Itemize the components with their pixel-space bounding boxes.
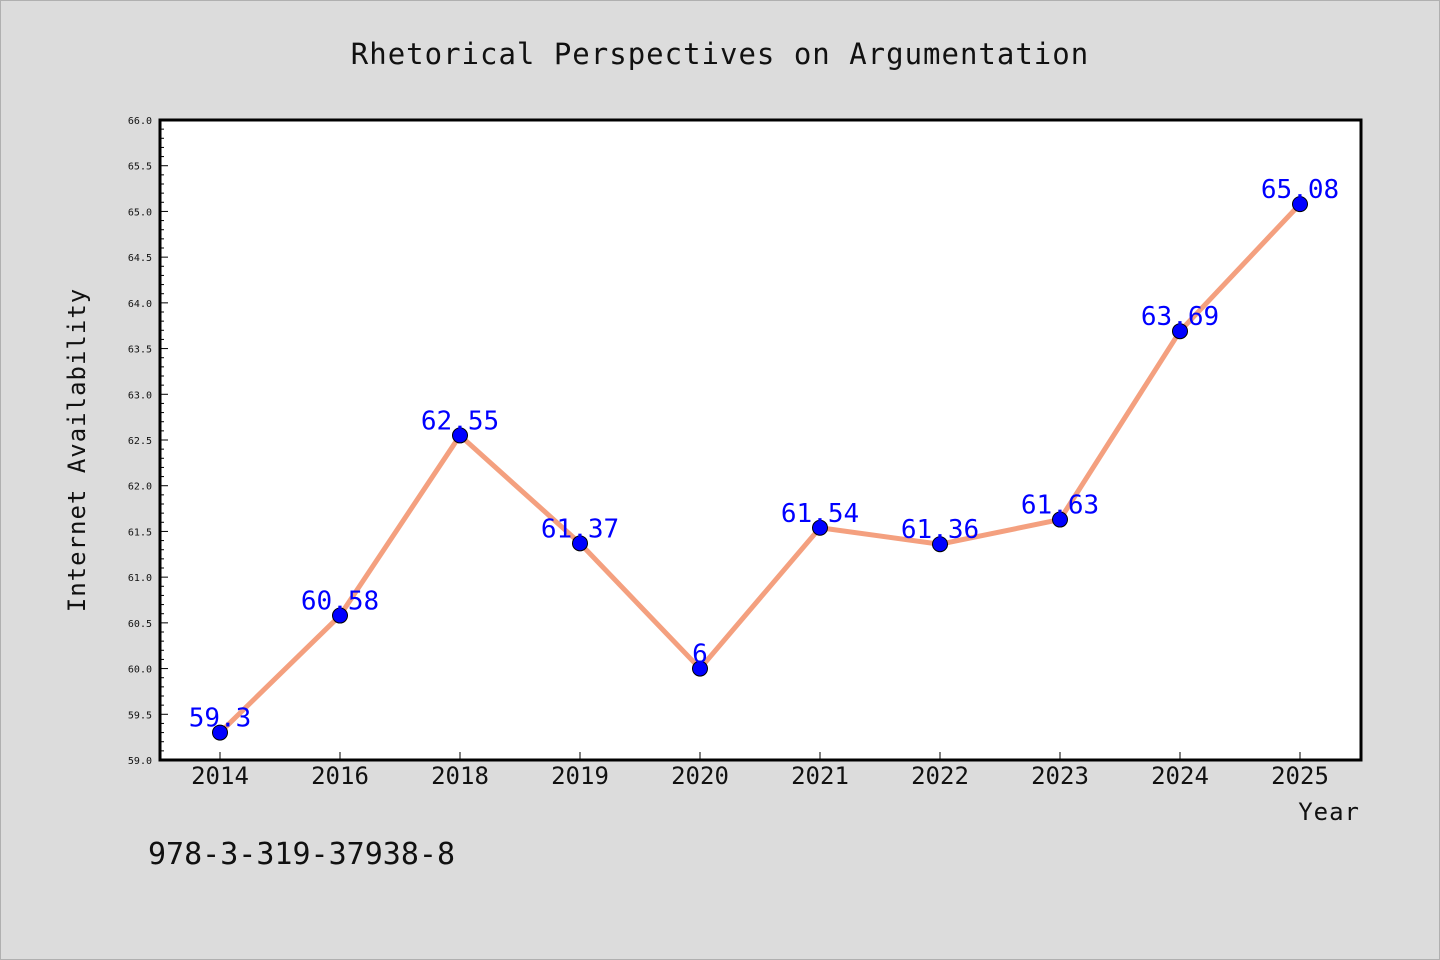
data-labels: 59.3 60.58 62.55 61.37 6 61.54 61.36 61.63 63.69… — [189, 175, 1339, 733]
y-tick-label: 60.0 — [128, 665, 152, 676]
x-tick-label: 2024 — [1151, 762, 1209, 790]
y-tick-label: 59.5 — [128, 710, 152, 721]
y-tick-label: 61.0 — [128, 573, 152, 584]
y-tick-label: 59.0 — [128, 756, 152, 767]
y-tick-label: 65.5 — [128, 162, 152, 173]
y-tick-label: 65.0 — [128, 207, 152, 218]
data-label: 61.37 — [541, 514, 619, 544]
data-point — [1292, 196, 1308, 213]
data-point — [332, 607, 348, 624]
x-tick-label: 2023 — [1031, 762, 1089, 790]
data-point — [812, 519, 828, 536]
footer-isbn: 978-3-319-37938-8 — [148, 837, 455, 872]
y-tick-label: 60.5 — [128, 619, 152, 630]
data-point — [692, 660, 708, 677]
x-tick-label: 2016 — [311, 762, 369, 790]
y-axis-label: Internet Availability — [63, 288, 91, 612]
y-tick-label: 63.5 — [128, 345, 152, 356]
data-label: 59.3 — [189, 704, 252, 734]
data-point — [932, 536, 948, 553]
y-tick-label: 66.0 — [128, 116, 152, 127]
x-tick-label: 2025 — [1271, 762, 1329, 790]
y-tick-label: 64.0 — [128, 299, 152, 310]
y-tick-label: 63.0 — [128, 390, 152, 401]
data-point — [1052, 511, 1068, 528]
chart-title: Rhetorical Perspectives on Argumentation — [351, 37, 1089, 71]
y-tick-label: 62.5 — [128, 436, 152, 447]
x-tick-label: 2019 — [551, 762, 609, 790]
x-tick-label: 2018 — [431, 762, 489, 790]
data-label: 63.69 — [1141, 302, 1219, 332]
data-label: 61.36 — [901, 515, 979, 545]
data-label: 61.63 — [1021, 491, 1099, 521]
plot-area — [158, 118, 1363, 762]
x-axis-label: Year — [1298, 798, 1360, 826]
data-point — [212, 724, 228, 741]
data-point — [1172, 323, 1188, 340]
x-tick-label: 2021 — [791, 762, 849, 790]
series-group — [212, 196, 1308, 741]
data-label: 6 — [692, 640, 708, 670]
x-tick-label: 2020 — [671, 762, 729, 790]
y-axis-ticks: 59.0 59.5 60.0 60.5 61.0 61.5 62.0 62.5 63.0 63.5… — [128, 116, 168, 767]
data-label: 61.54 — [781, 499, 859, 529]
x-axis-ticks: 2014 2016 2018 2019 2020 2021 2022 2023 2024 2025 — [191, 752, 1329, 790]
x-tick-label: 2014 — [191, 762, 249, 790]
data-point — [452, 427, 468, 444]
data-label: 60.58 — [301, 587, 379, 617]
y-tick-label: 64.5 — [128, 253, 152, 264]
data-label: 62.55 — [421, 406, 499, 436]
y-tick-label: 61.5 — [128, 527, 152, 538]
series-line — [217, 201, 1303, 736]
data-label: 65.08 — [1261, 175, 1339, 205]
y-tick-label: 62.0 — [128, 482, 152, 493]
x-tick-label: 2022 — [911, 762, 969, 790]
data-point — [572, 535, 588, 552]
